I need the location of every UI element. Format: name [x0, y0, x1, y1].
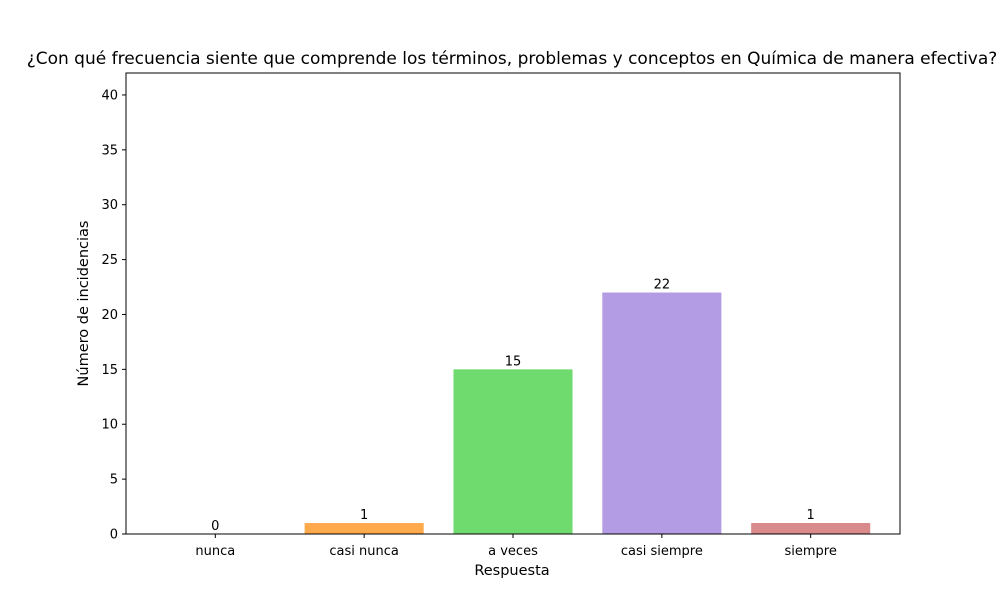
y-tick-label: 35	[101, 143, 118, 158]
bar-a-veces	[453, 369, 573, 534]
y-tick-label: 30	[101, 198, 118, 213]
data-label: 15	[505, 354, 522, 369]
y-tick-label: 5	[110, 473, 118, 488]
x-axis: nunca casi nunca a veces casi siempre siempr…	[195, 534, 837, 559]
data-label: 1	[360, 508, 368, 523]
chart-title: ¿Con qué frecuencia siente que comprende…	[27, 49, 998, 69]
data-label: 0	[211, 519, 219, 534]
plot-area: 0 1 15 22 1	[211, 278, 871, 534]
y-tick-label: 40	[101, 88, 118, 103]
x-tick-label: a veces	[488, 544, 538, 559]
x-axis-label: Respuesta	[474, 563, 549, 579]
y-tick-label: 25	[101, 253, 118, 268]
data-label: 1	[807, 508, 815, 523]
x-tick-label: casi siempre	[621, 544, 703, 559]
x-tick-label: casi nunca	[329, 544, 398, 559]
bar-casi-siempre	[602, 292, 722, 534]
x-tick-label: siempre	[785, 544, 837, 559]
y-tick-label: 15	[101, 363, 118, 378]
bar-casi-nunca	[304, 523, 424, 534]
y-tick-label: 0	[110, 528, 118, 543]
y-axis-label: Número de incidencias	[76, 221, 92, 387]
x-tick-label: nunca	[195, 544, 235, 559]
y-tick-label: 10	[101, 418, 118, 433]
bar-siempre	[751, 523, 871, 534]
data-label: 22	[654, 278, 671, 293]
y-tick-label: 20	[101, 308, 118, 323]
y-axis: 0 5 10 15 20 25 30 35 40	[101, 88, 126, 543]
